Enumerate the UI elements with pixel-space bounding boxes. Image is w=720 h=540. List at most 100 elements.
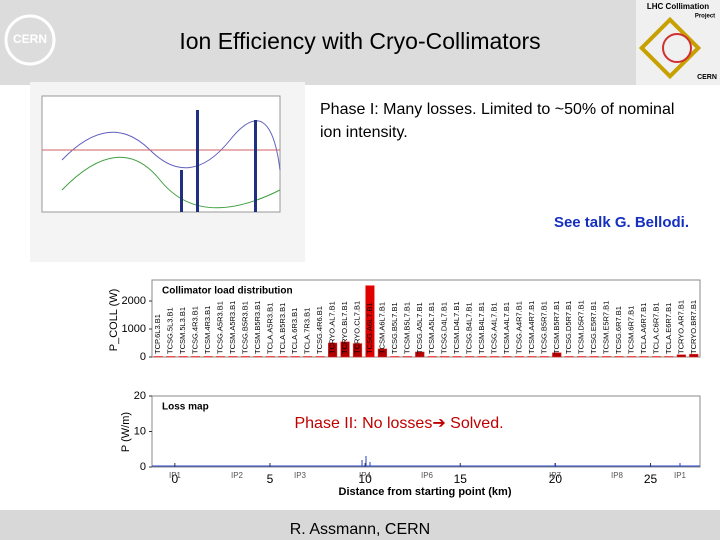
- bar: [340, 341, 350, 358]
- category-label: TCSM.5L3.B1: [178, 307, 187, 354]
- category-label: TCSG.E5R7.B1: [589, 301, 598, 354]
- category-label: TCLA.B5R3.B1: [278, 303, 287, 354]
- ip-label: IP6: [421, 471, 434, 480]
- category-label: TCRYO.BL7.B1: [340, 301, 349, 354]
- bar: [327, 342, 338, 358]
- bar: [626, 356, 637, 358]
- category-label: TCSM.D4L7.B1: [452, 301, 461, 354]
- bar: [352, 343, 363, 358]
- bar: [240, 356, 251, 358]
- category-label: TCSG.5L3.B1: [166, 307, 175, 354]
- y-tick-label: 2000: [122, 295, 146, 307]
- bar: [527, 356, 537, 358]
- ip-label: IP8: [611, 471, 624, 480]
- bar: [427, 356, 437, 358]
- category-label: TCSM.B4L7.B1: [477, 302, 486, 354]
- category-label: TCLA.E6R7.B1: [664, 303, 673, 354]
- bar: [502, 356, 512, 358]
- y-axis-label: P_COLL (W): [108, 289, 120, 352]
- ip-label: IP1: [169, 471, 182, 480]
- bar: [203, 356, 213, 358]
- category-label: TCSG.4R6.B1: [315, 306, 324, 354]
- bar: [153, 356, 163, 358]
- category-label: TCLA.A5R3.B1: [265, 303, 274, 354]
- ip-label: IP7: [549, 471, 562, 480]
- bar: [477, 356, 487, 358]
- reference: See talk G. Bellodi.: [554, 214, 689, 231]
- phase1-spike: [180, 170, 183, 212]
- category-label: TCSM.B5R7.B1: [552, 301, 561, 354]
- bar: [514, 356, 525, 358]
- bar: [614, 356, 624, 358]
- bar: [577, 356, 587, 358]
- y-tick-label: 0: [140, 351, 146, 363]
- bar: [676, 354, 686, 358]
- category-label: TCRYO.CL7.B1: [352, 301, 361, 354]
- bar: [402, 356, 412, 358]
- y-tick-label: 10: [134, 425, 146, 437]
- bar-title: Collimator load distribution: [162, 286, 293, 297]
- bar: [178, 356, 188, 358]
- phase1-text: Phase I: Many losses. Limited to ~50% of…: [320, 101, 675, 141]
- bar: [489, 356, 500, 358]
- bar: [190, 356, 201, 358]
- bar: [415, 351, 425, 358]
- slide-title: Ion Efficiency with Cryo-Collimators: [179, 28, 540, 54]
- category-label: TCSG.4R3.B1: [191, 306, 200, 354]
- loss-plot-frame: [151, 395, 701, 468]
- phase2-text: Phase II: No losses➔ Solved.: [294, 415, 503, 432]
- category-label: TCSM.E5R7.B1: [602, 301, 611, 354]
- category-label: TCRYO.AR7.B1: [676, 300, 685, 354]
- bar: [215, 356, 226, 358]
- bar: [539, 356, 549, 358]
- x-tick-label: 25: [644, 472, 658, 486]
- bar: [651, 356, 662, 358]
- category-label: TCSG.D4L7.B1: [440, 302, 449, 354]
- bar: [440, 356, 450, 358]
- bar-plot-frame: [151, 279, 701, 358]
- logo-shape: [638, 16, 702, 80]
- bar: [253, 356, 263, 358]
- phase1-plot-frame: [41, 95, 281, 213]
- ip-label: IP1: [674, 471, 687, 480]
- phase1-curve: [61, 120, 281, 171]
- bar: [664, 356, 674, 358]
- category-label: TCSM.B5R3.B1: [253, 301, 262, 354]
- x-tick-label: 15: [454, 472, 468, 486]
- loss-title: Loss map: [162, 402, 209, 413]
- bar: [166, 356, 176, 358]
- category-label: TCSG.B5R3.B1: [240, 301, 249, 354]
- y-tick-label: 20: [134, 390, 146, 402]
- category-label: TCSG.6R7.B1: [614, 306, 623, 354]
- category-label: TCSG.A5R3.B1: [215, 301, 224, 354]
- category-label: TCRYO.AL7.B1: [328, 301, 337, 354]
- footer-band: [0, 510, 720, 540]
- category-label: TCSG.D5R7.B1: [564, 301, 573, 354]
- ip-label: IP4: [359, 471, 372, 480]
- bar: [552, 352, 562, 358]
- category-label: TCLA.C6R7.B1: [651, 302, 660, 354]
- ip-label: IP2: [231, 471, 244, 480]
- category-label: TCLA.7R3.B1: [303, 308, 312, 354]
- bar: [464, 356, 475, 358]
- header-band: [0, 0, 720, 85]
- y-axis-label: P (W/m): [120, 412, 132, 452]
- bar: [601, 356, 612, 358]
- category-label: TCRYO.BR7.B1: [689, 300, 698, 354]
- logo-shape: [662, 33, 692, 63]
- bar: [265, 356, 275, 358]
- category-label: TCSM.A5L7.B1: [427, 302, 436, 354]
- category-label: TCSG.B5L7.B1: [390, 302, 399, 354]
- category-label: TCSG.B5R7.B1: [539, 301, 548, 354]
- x-tick-label: 5: [267, 472, 274, 486]
- bar: [365, 285, 375, 358]
- bar: [303, 356, 313, 358]
- bar: [278, 356, 288, 358]
- phase1-spike: [254, 120, 257, 212]
- bar: [689, 353, 699, 358]
- phase1-curve: [61, 156, 281, 209]
- category-label: TCSM.4R3.B1: [203, 306, 212, 354]
- category-label: TCSG.B4L7.B1: [465, 302, 474, 354]
- logo-text: LHC Collimation: [647, 2, 709, 11]
